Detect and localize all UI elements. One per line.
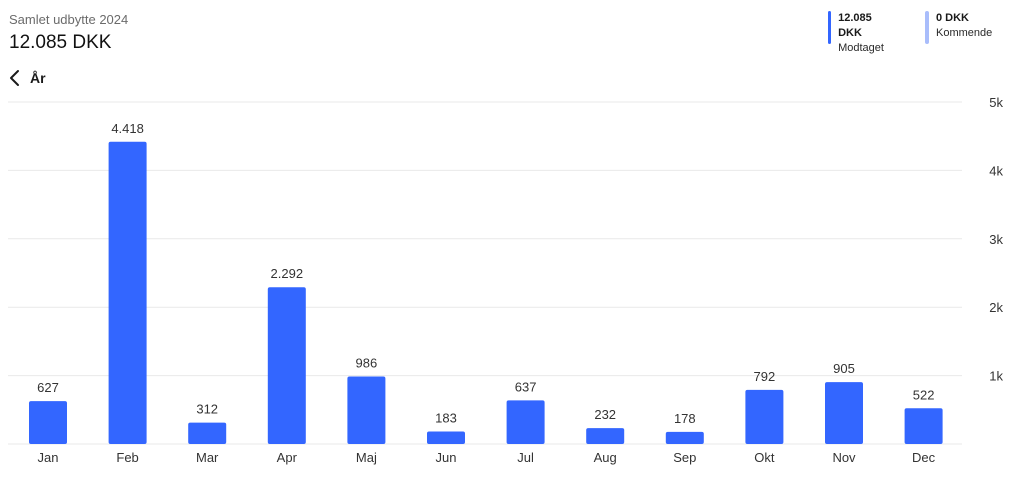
bar-jan[interactable] — [29, 401, 67, 444]
data-label: 637 — [515, 379, 537, 394]
legend-value-upcoming: 0 DKK — [936, 12, 970, 24]
data-label: 4.418 — [111, 121, 144, 136]
bar-okt[interactable] — [745, 389, 784, 444]
y-tick-label: 1k — [989, 369, 1003, 384]
legend-value-received: 12.085 DKK — [838, 12, 872, 39]
bar-maj[interactable] — [347, 376, 386, 444]
x-tick-label: Jun — [436, 450, 457, 465]
x-tick-label: Mar — [196, 450, 219, 465]
grid-lines — [8, 101, 962, 445]
data-label: 178 — [674, 411, 696, 426]
chart-subtitle: Samlet udbytte 2024 — [9, 12, 129, 27]
legend-swatch-received — [828, 11, 832, 44]
y-tick-label: 4k — [989, 163, 1003, 178]
y-tick-label: 2k — [989, 300, 1003, 315]
x-tick-label: Nov — [832, 450, 856, 465]
x-tick-label: Apr — [277, 450, 298, 465]
bar-mar[interactable] — [188, 422, 227, 444]
legend-item-upcoming[interactable]: 0 DKK Kommende — [925, 11, 992, 44]
data-label: 792 — [754, 369, 776, 384]
legend-item-received[interactable]: 12.085 DKK Modtaget — [828, 11, 885, 56]
x-tick-label: Feb — [116, 450, 138, 465]
x-tick-label: Jul — [517, 450, 534, 465]
legend-label-received: Modtaget — [838, 42, 884, 54]
data-label: 312 — [196, 402, 218, 417]
bars — [29, 141, 943, 444]
bar-dec[interactable] — [904, 408, 943, 444]
x-tick-label: Jan — [38, 450, 59, 465]
bar-jul[interactable] — [506, 400, 545, 444]
data-labels: 627 4.418 312 2.292 986 183 637 232 178 792 905 522 — [37, 121, 934, 426]
back-label: År — [30, 70, 46, 86]
x-axis-ticks: Jan Feb Mar Apr Maj Jun Jul Aug Sep Okt Nov Dec — [38, 450, 936, 465]
data-label: 905 — [833, 361, 855, 376]
x-tick-label: Maj — [356, 450, 377, 465]
bar-feb[interactable] — [108, 141, 147, 444]
total-amount: 12.085 DKK — [9, 32, 112, 53]
y-tick-label: 3k — [989, 232, 1003, 247]
x-tick-label: Okt — [754, 450, 775, 465]
back-button[interactable]: År — [9, 69, 46, 87]
legend-label-upcoming: Kommende — [936, 27, 993, 39]
data-label: 2.292 — [271, 266, 304, 281]
chevron-left-icon — [10, 70, 19, 86]
bar-sep[interactable] — [665, 431, 704, 444]
x-tick-label: Aug — [594, 450, 617, 465]
legend-swatch-upcoming — [925, 11, 929, 44]
data-label: 183 — [435, 410, 457, 425]
bar-nov[interactable] — [825, 382, 863, 444]
x-tick-label: Dec — [912, 450, 936, 465]
bar-aug[interactable] — [586, 428, 625, 444]
data-label: 627 — [37, 380, 59, 395]
bar-jun[interactable] — [427, 431, 465, 444]
bar-apr[interactable] — [267, 287, 306, 444]
data-label: 522 — [913, 387, 935, 402]
y-axis-ticks: 1k 2k 3k 4k 5k — [989, 95, 1003, 384]
x-tick-label: Sep — [673, 450, 696, 465]
data-label: 986 — [356, 356, 378, 371]
data-label: 232 — [594, 407, 616, 422]
y-tick-label: 5k — [989, 95, 1003, 110]
